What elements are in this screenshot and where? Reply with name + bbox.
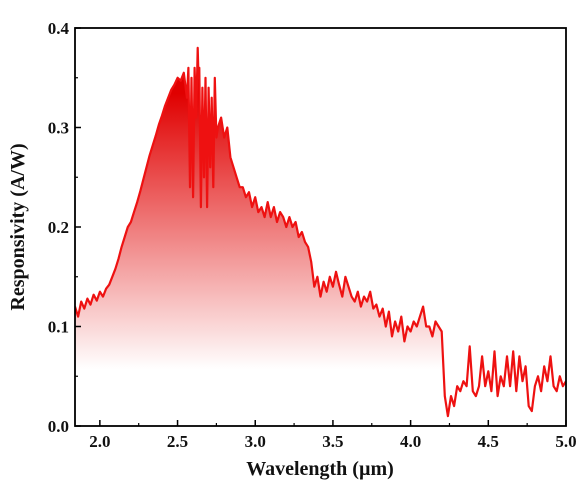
x-axis-title: Wavelength (µm): [246, 458, 394, 480]
x-tick-label: 3.5: [322, 432, 343, 451]
x-tick-label: 3.0: [245, 432, 266, 451]
x-tick-label: 2.0: [89, 432, 110, 451]
y-tick-label: 0.2: [48, 218, 69, 237]
x-axis: 2.0 2.5 3.0 3.5 4.0 4.5 5.0: [89, 420, 577, 451]
y-tick-label: 0.1: [48, 318, 69, 337]
x-tick-label: 2.5: [167, 432, 188, 451]
y-tick-label: 0.4: [48, 19, 70, 38]
x-tick-label: 4.0: [400, 432, 421, 451]
x-tick-label: 4.5: [478, 432, 499, 451]
responsivity-line: [75, 46, 566, 418]
responsivity-area-fill: [75, 47, 566, 426]
y-tick-label: 0.0: [48, 417, 69, 436]
y-axis: 0.0 0.1 0.2 0.3 0.4: [48, 19, 81, 436]
y-axis-title: Responsivity (A/W): [7, 143, 29, 310]
y-tick-label: 0.3: [48, 119, 69, 138]
x-tick-label: 5.0: [555, 432, 576, 451]
